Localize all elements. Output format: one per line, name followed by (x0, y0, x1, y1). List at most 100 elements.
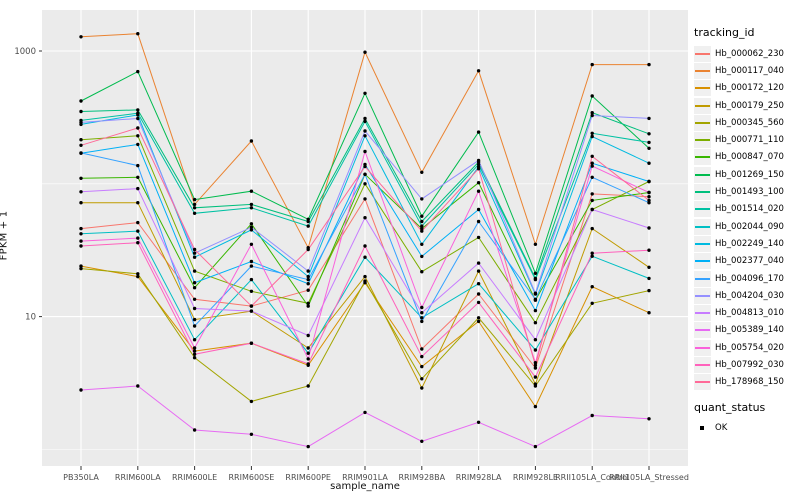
data-point (192, 255, 197, 259)
data-point (533, 375, 538, 379)
legend-entry-label: Hb_000172_120 (715, 83, 784, 94)
data-point (420, 377, 424, 381)
data-point (420, 197, 424, 201)
data-point (192, 356, 197, 360)
data-point (249, 222, 254, 226)
legend-line-icon (695, 121, 710, 124)
data-point (590, 113, 594, 118)
data-point (136, 272, 140, 276)
data-point (363, 172, 367, 176)
legend-entry-label: Hb_004813_010 (715, 308, 784, 319)
y-tick-label: 10 (25, 312, 36, 322)
data-point (79, 201, 83, 205)
y-tick-label: 1000 (14, 47, 36, 57)
data-point (533, 338, 538, 342)
data-point (192, 306, 197, 311)
legend-entry: Hb_000847_070 (694, 149, 800, 166)
legend-line-icon (695, 294, 710, 297)
legend-entry: Hb_001493_100 (694, 183, 800, 201)
data-point (590, 413, 594, 418)
quant-legend-key (694, 419, 711, 436)
legend-line-icon (695, 104, 710, 107)
data-point (420, 242, 424, 246)
legend-key-swatch (694, 270, 711, 287)
data-point (476, 158, 481, 163)
data-point (420, 270, 424, 274)
data-point (647, 198, 651, 203)
data-point (192, 281, 197, 285)
legend-line-icon (695, 242, 710, 245)
legend-key-swatch (694, 356, 711, 373)
data-point (79, 99, 83, 103)
data-point (590, 134, 594, 139)
data-point (306, 219, 310, 224)
data-point (249, 277, 254, 282)
data-point (249, 242, 254, 246)
quant-legend-label: OK (715, 422, 728, 433)
x-tick-label: RRII105LA_Control (555, 473, 629, 482)
data-point (249, 432, 254, 436)
data-point (476, 130, 481, 134)
data-point (363, 255, 367, 259)
data-point (192, 269, 197, 273)
data-point (363, 149, 367, 154)
data-point (79, 232, 83, 236)
data-point (533, 384, 538, 388)
data-point (590, 207, 594, 212)
x-tick-label: RRIM600SE (229, 473, 275, 482)
data-point (249, 228, 254, 232)
legend-key-swatch (694, 97, 711, 114)
data-point (306, 301, 310, 305)
data-point (476, 282, 481, 286)
legend-entry-label: Hb_000117_040 (715, 65, 784, 76)
data-point (647, 288, 651, 293)
x-tick-label: RRII105LA_Stressed (609, 473, 689, 482)
data-point (363, 129, 367, 133)
black-square-marker-icon (700, 425, 704, 430)
legend-entry-label: Hb_000847_070 (715, 152, 784, 163)
data-point (647, 417, 651, 421)
data-point (363, 216, 367, 220)
data-point (306, 224, 310, 228)
x-tick-label: RRIM928LE (513, 473, 558, 482)
data-point (590, 62, 594, 67)
data-point (476, 189, 481, 193)
legend-line-icon (695, 208, 710, 211)
data-point (363, 274, 367, 279)
data-point (136, 175, 140, 179)
data-point (306, 277, 310, 282)
legend-entry-label: Hb_002377_040 (715, 256, 784, 267)
data-point (192, 324, 197, 328)
data-point (363, 119, 367, 124)
data-point (192, 251, 197, 255)
legend-line-icon (695, 277, 710, 280)
data-point (533, 366, 538, 370)
data-point (306, 282, 310, 286)
legend-entry: Hb_000172_120 (694, 80, 800, 97)
legend-key-swatch (694, 253, 711, 270)
data-point (647, 62, 651, 67)
legend-key-swatch (694, 218, 711, 235)
data-point (533, 321, 538, 325)
data-point (192, 286, 197, 290)
data-point (533, 242, 538, 246)
x-tick-label: RRIM600LA (115, 473, 161, 482)
legend-entry: Hb_004096_170 (694, 270, 800, 287)
data-point (647, 132, 651, 136)
legend-entry-label: Hb_000062_230 (715, 48, 784, 59)
data-point (249, 189, 254, 193)
data-point (249, 206, 254, 210)
legend-key-swatch (694, 45, 711, 62)
data-point (136, 186, 140, 191)
data-point (420, 170, 424, 174)
legend-entry-label: Hb_002044_090 (715, 221, 784, 232)
data-point (136, 108, 140, 112)
data-point (192, 211, 197, 215)
data-point (79, 138, 83, 142)
legend: tracking_id Hb_000062_230 Hb_000117_040 Hb… (694, 26, 800, 436)
data-point (136, 142, 140, 147)
data-point (363, 134, 367, 138)
data-point (79, 151, 83, 155)
legend-line-icon (695, 329, 710, 332)
